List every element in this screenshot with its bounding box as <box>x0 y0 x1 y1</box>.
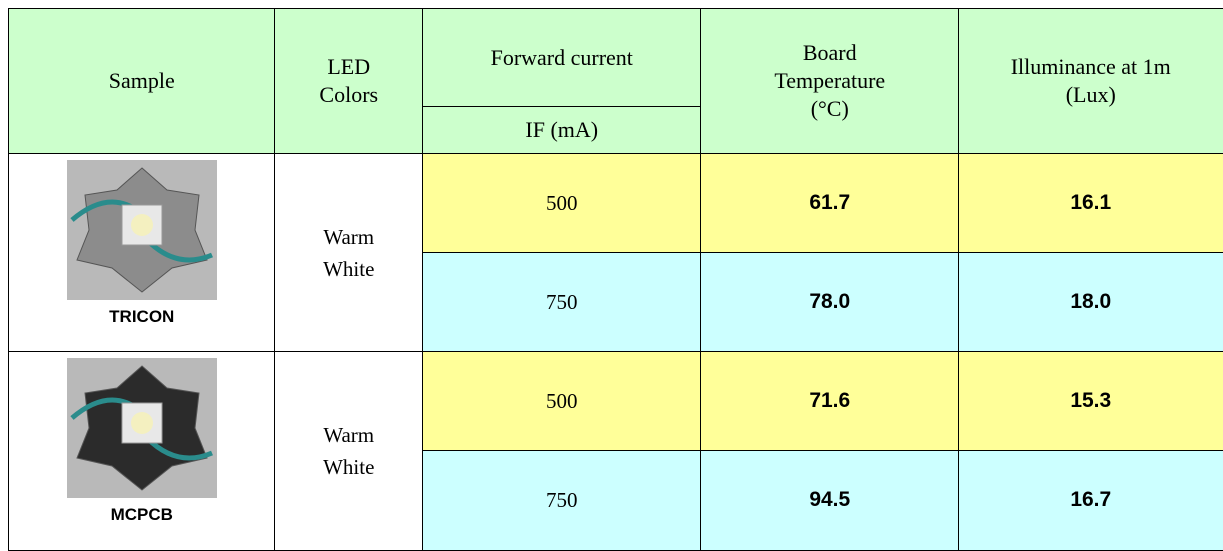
temperature-cell: 78.0 <box>700 252 960 353</box>
header-text: Board <box>802 40 857 66</box>
current-cell: 750 <box>422 252 702 353</box>
header-text: IF (mA) <box>525 117 599 143</box>
led-photo <box>66 160 217 305</box>
temperature-cell: 71.6 <box>700 351 960 452</box>
board-temperature: 71.6 <box>809 389 851 413</box>
current-cell: 750 <box>422 450 702 551</box>
illuminance: 16.7 <box>1070 488 1112 512</box>
header-cell: IF (mA) <box>422 106 702 155</box>
color-cell: Warm White <box>274 351 424 551</box>
led-color-text: Warm <box>323 422 375 447</box>
led-color-text: White <box>323 256 375 281</box>
board-temperature: 94.5 <box>809 488 851 512</box>
header-cell: LED Colors <box>274 8 424 155</box>
board-temperature: 61.7 <box>809 191 851 215</box>
illuminance: 15.3 <box>1070 389 1112 413</box>
illuminance-cell: 18.0 <box>958 252 1223 353</box>
header-text: Temperature <box>774 68 886 94</box>
led-photo <box>66 358 217 503</box>
current-cell: 500 <box>422 153 702 254</box>
header-text: (Lux) <box>1065 82 1116 108</box>
led-image <box>66 358 217 498</box>
header-text: (°C) <box>810 96 849 122</box>
led-image <box>66 160 217 300</box>
sample-label: MCPCB <box>110 505 173 524</box>
forward-current: 500 <box>546 388 578 413</box>
sample-cell: TRICON <box>8 153 276 353</box>
header-text: Illuminance at 1m <box>1010 54 1171 80</box>
led-color-text: Warm <box>323 224 375 249</box>
header-cell: Illuminance at 1m (Lux) <box>958 8 1223 155</box>
illuminance: 18.0 <box>1070 290 1112 314</box>
led-color-text: White <box>323 454 375 479</box>
illuminance-cell: 16.7 <box>958 450 1223 551</box>
temperature-cell: 61.7 <box>700 153 960 254</box>
illuminance-cell: 15.3 <box>958 351 1223 452</box>
forward-current: 750 <box>546 487 578 512</box>
board-temperature: 78.0 <box>809 290 851 314</box>
illuminance-cell: 16.1 <box>958 153 1223 254</box>
header-text: Colors <box>319 82 379 108</box>
forward-current: 500 <box>546 190 578 215</box>
sample-label: TRICON <box>109 307 175 326</box>
header-text: LED <box>327 54 371 80</box>
header-cell: Board Temperature (°C) <box>700 8 960 155</box>
illuminance: 16.1 <box>1070 191 1112 215</box>
header-text: Sample <box>108 68 175 94</box>
forward-current: 750 <box>546 289 578 314</box>
header-text: Forward current <box>490 44 633 70</box>
header-cell: Forward current <box>422 8 702 108</box>
color-cell: Warm White <box>274 153 424 353</box>
sample-cell: MCPCB <box>8 351 276 551</box>
temperature-cell: 94.5 <box>700 450 960 551</box>
current-cell: 500 <box>422 351 702 452</box>
header-cell: Sample <box>8 8 276 155</box>
